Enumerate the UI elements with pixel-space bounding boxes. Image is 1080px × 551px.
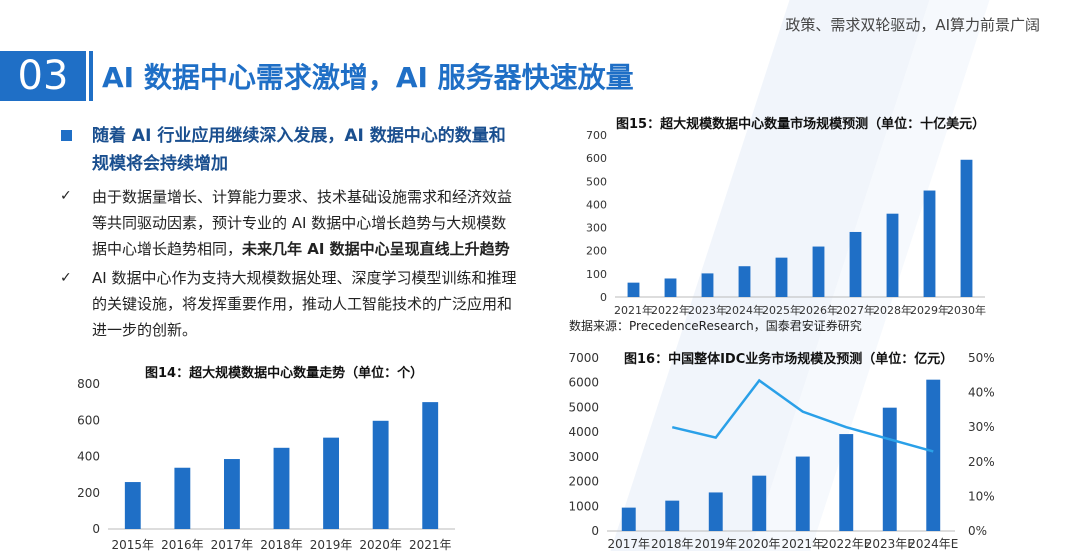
bullet-point-2: AI 数据中心作为支持大规模数据处理、深度学习模型训练和推理 的关键设施，将发挥… xyxy=(92,265,516,343)
y-tick-label: 500 xyxy=(586,175,607,188)
y-tick-label: 1000 xyxy=(568,499,599,513)
bar xyxy=(323,437,340,529)
x-tick-label: 2019年 xyxy=(310,538,353,551)
page-title: AI 数据中心需求激增，AI 服务器快速放量 xyxy=(102,61,634,94)
text-line: 由于数据量增长、计算能力要求、技术基础设施需求和经济效益 xyxy=(92,188,513,206)
bar xyxy=(372,420,389,529)
x-tick-label: 2024年E xyxy=(908,537,958,551)
text-span: 据中心增长趋势相同， xyxy=(92,240,243,258)
y-tick-label: 100 xyxy=(586,268,607,281)
x-tick-label: 2017年 xyxy=(211,538,254,551)
y-tick-label: 600 xyxy=(586,152,607,165)
text-line: AI 数据中心作为支持大规模数据处理、深度学习模型训练和推理 xyxy=(92,269,517,287)
bar xyxy=(627,282,640,297)
y-tick-label: 3000 xyxy=(568,450,599,464)
data-source: 数据来源：PrecedenceResearch，国泰君安证券研究 xyxy=(569,319,862,333)
bullet-square-icon xyxy=(61,130,72,141)
y-tick-label: 0 xyxy=(591,524,599,538)
y-tick-label: 600 xyxy=(77,413,100,427)
y2-tick-label: 10% xyxy=(968,489,995,503)
chart-title-fig15: 图15：超大规模数据中心数量市场规模预测（单位：十亿美元） xyxy=(616,117,986,132)
x-tick-label: 2022年E xyxy=(821,537,871,551)
text-line: 进一步的创新。 xyxy=(92,321,198,339)
x-tick-label: 2029年 xyxy=(910,303,949,317)
y-tick-label: 2000 xyxy=(568,475,599,489)
emphasis-text: 未来几年 AI 数据中心呈现直线上升趋势 xyxy=(242,240,510,258)
y2-tick-label: 30% xyxy=(968,420,995,434)
y-tick-label: 5000 xyxy=(568,400,599,414)
y-tick-label: 0 xyxy=(92,522,100,536)
x-tick-label: 2015年 xyxy=(112,538,155,551)
text-line: 据中心增长趋势相同，未来几年 AI 数据中心呈现直线上升趋势 xyxy=(92,236,512,262)
chart-title-fig14: 图14：超大规模数据中心数量走势（单位：个） xyxy=(145,366,424,381)
y-tick-label: 200 xyxy=(586,245,607,258)
bullet-point-1: 由于数据量增长、计算能力要求、技术基础设施需求和经济效益 等共同驱动因素，预计专… xyxy=(92,184,512,262)
chart-title-fig16: 图16：中国整体IDC业务市场规模及预测（单位：亿元） xyxy=(624,352,954,367)
section-heading: 随着 AI 行业应用继续深入发展，AI 数据中心的数量和 规模将会持续增加 xyxy=(92,122,506,178)
y-tick-label: 7000 xyxy=(568,351,599,365)
bar xyxy=(422,402,439,529)
checkmark-icon: ✓ xyxy=(60,188,72,204)
y-tick-label: 800 xyxy=(77,377,100,391)
x-tick-label: 2023年E xyxy=(865,537,915,551)
bar xyxy=(926,379,941,531)
y-tick-label: 400 xyxy=(586,198,607,211)
bar xyxy=(174,467,191,529)
heading-line: 随着 AI 行业应用继续深入发展，AI 数据中心的数量和 xyxy=(92,126,506,146)
bar xyxy=(882,407,897,531)
x-tick-label: 2021年 xyxy=(614,303,653,317)
text-line: 等共同驱动因素，预计专业的 AI 数据中心增长趋势与大规模数 xyxy=(92,214,507,232)
bar xyxy=(223,459,240,529)
bar xyxy=(273,447,290,529)
bar xyxy=(664,278,677,297)
heading-line: 规模将会持续增加 xyxy=(92,154,228,174)
slide-number: 03 xyxy=(0,51,86,101)
x-tick-label: 2030年 xyxy=(947,303,986,317)
checkmark-icon: ✓ xyxy=(60,270,72,286)
y2-tick-label: 20% xyxy=(968,455,995,469)
x-tick-label: 2022年 xyxy=(651,303,690,317)
y2-tick-label: 40% xyxy=(968,386,995,400)
y-tick-label: 6000 xyxy=(568,376,599,390)
bar xyxy=(960,159,973,297)
x-tick-label: 2018年 xyxy=(260,538,303,551)
y-tick-label: 200 xyxy=(77,486,100,500)
text-line: 的关键设施，将发挥重要作用，推动人工智能技术的广泛应用和 xyxy=(92,295,513,313)
y2-tick-label: 50% xyxy=(968,351,995,365)
y-tick-label: 700 xyxy=(586,129,607,142)
x-tick-label: 2020年 xyxy=(359,538,402,551)
y-tick-label: 400 xyxy=(77,450,100,464)
bar xyxy=(124,482,141,529)
title-divider xyxy=(89,51,93,101)
y-tick-label: 0 xyxy=(600,291,607,304)
y2-tick-label: 0% xyxy=(968,524,987,538)
y-tick-label: 4000 xyxy=(568,425,599,439)
bar xyxy=(923,190,936,297)
x-tick-label: 2016年 xyxy=(161,538,204,551)
header-tag: 政策、需求双轮驱动，AI算力前景广阔 xyxy=(785,16,1040,34)
x-tick-label: 2021年 xyxy=(409,538,452,551)
y-tick-label: 300 xyxy=(586,222,607,235)
